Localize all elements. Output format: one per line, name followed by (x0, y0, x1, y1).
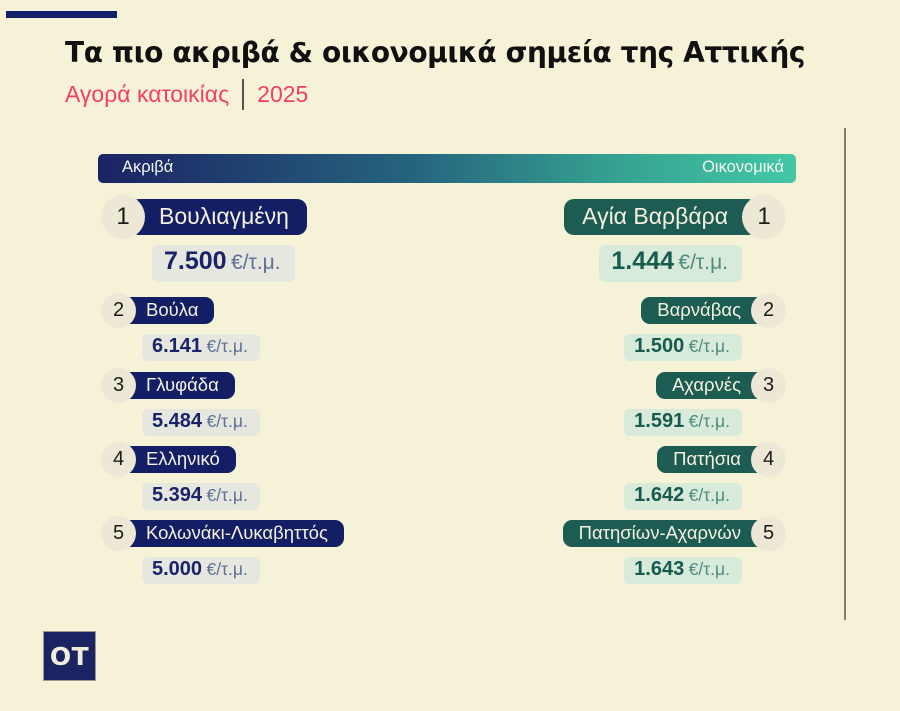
price-box: 1.642 €/τ.μ. (624, 483, 742, 510)
price-box: 1.444 €/τ.μ. (599, 245, 742, 282)
expensive-column: 1 Βουλιαγμένη 7.500 €/τ.μ. 2 Βούλα 6.141… (101, 192, 501, 592)
brand-dash (6, 11, 117, 18)
area-pill: Αχαρνές (656, 372, 767, 399)
price-unit: €/τ.μ. (231, 251, 281, 274)
price-value: 5.484 (152, 410, 203, 432)
price-unit: €/τ.μ. (206, 336, 248, 356)
ot-logo: OT (43, 631, 96, 681)
list-item-economical-4: Πατήσια 4 1.642 €/τ.μ. (624, 442, 786, 510)
price-value: 5.000 (152, 558, 203, 580)
list-item-economical-5: Πατησίων-Αχαρνών 5 1.643 €/τ.μ. (562, 516, 786, 584)
price-value: 1.444 (611, 247, 674, 275)
price-value: 1.591 (634, 410, 685, 432)
area-pill: Βαρνάβας (641, 297, 767, 324)
price-box: 5.394 €/τ.μ. (142, 483, 260, 510)
price-value: 1.643 (634, 558, 685, 580)
rank-badge: 4 (101, 442, 136, 477)
rank-badge: 5 (751, 516, 786, 551)
rank-badge: 2 (101, 293, 136, 328)
list-item-economical-2: Βαρνάβας 2 1.500 €/τ.μ. (624, 293, 786, 361)
area-pill: Γλυφάδα (120, 372, 235, 399)
area-pill: Ελληνικό (120, 446, 236, 473)
list-item-expensive-1: 1 Βουλιαγμένη 7.500 €/τ.μ. (101, 195, 307, 282)
subtitle-market: Αγορά κατοικίας (65, 81, 230, 107)
list-item-expensive-5: 5 Κολωνάκι-Λυκαβηττός 5.000 €/τ.μ. (101, 516, 344, 584)
price-box: 1.591 €/τ.μ. (624, 409, 742, 436)
rank-badge: 2 (751, 293, 786, 328)
area-pill: Κολωνάκι-Λυκαβηττός (120, 520, 344, 547)
price-box: 5.484 €/τ.μ. (142, 409, 260, 436)
price-unit: €/τ.μ. (206, 485, 248, 505)
rank-badge: 5 (101, 516, 136, 551)
price-value: 1.500 (634, 335, 685, 357)
price-box: 7.500 €/τ.μ. (152, 245, 295, 282)
price-value: 1.642 (634, 484, 685, 506)
area-pill: Πατησίων-Αχαρνών (562, 520, 767, 547)
price-unit: €/τ.μ. (688, 411, 730, 431)
price-value: 7.500 (164, 247, 227, 275)
price-value: 5.394 (152, 484, 203, 506)
legend-label-expensive: Ακριβά (122, 158, 174, 176)
list-item-expensive-4: 4 Ελληνικό 5.394 €/τ.μ. (101, 442, 260, 510)
list-item-economical-1: Αγία Βαρβάρα 1 1.444 €/τ.μ. (564, 195, 786, 282)
rank-badge: 4 (751, 442, 786, 477)
rank-badge: 1 (101, 195, 145, 239)
area-pill: Βουλιαγμένη (129, 199, 307, 235)
legend-label-economical: Οικονομικά (702, 158, 784, 176)
list-item-expensive-3: 3 Γλυφάδα 5.484 €/τ.μ. (101, 368, 260, 436)
price-unit: €/τ.μ. (688, 336, 730, 356)
price-unit: €/τ.μ. (678, 251, 728, 274)
decorative-vertical-line (844, 128, 846, 620)
price-value: 6.141 (152, 335, 203, 357)
economical-column: Αγία Βαρβάρα 1 1.444 €/τ.μ. Βαρνάβας 2 1… (386, 192, 786, 592)
list-item-economical-3: Αχαρνές 3 1.591 €/τ.μ. (624, 368, 786, 436)
subtitle-year: 2025 (257, 81, 309, 107)
price-unit: €/τ.μ. (688, 559, 730, 579)
list-item-expensive-2: 2 Βούλα 6.141 €/τ.μ. (101, 293, 260, 361)
area-pill: Πατήσια (657, 446, 767, 473)
price-box: 1.500 €/τ.μ. (624, 334, 742, 361)
price-unit: €/τ.μ. (206, 411, 248, 431)
area-pill: Αγία Βαρβάρα (564, 199, 758, 235)
price-box: 1.643 €/τ.μ. (624, 557, 742, 584)
rank-badge: 3 (751, 368, 786, 403)
price-box: 5.000 €/τ.μ. (142, 557, 260, 584)
rank-badge: 3 (101, 368, 136, 403)
rank-badge: 1 (742, 195, 786, 239)
subtitle-divider (242, 79, 245, 110)
price-unit: €/τ.μ. (206, 559, 248, 579)
page-title: Τα πιο ακριβά & οικονομικά σημεία της Ατ… (65, 36, 806, 69)
gradient-legend-bar: Ακριβά Οικονομικά (98, 154, 796, 183)
price-box: 6.141 €/τ.μ. (142, 334, 260, 361)
area-pill: Βούλα (120, 297, 215, 324)
price-unit: €/τ.μ. (688, 485, 730, 505)
subtitle: Αγορά κατοικίας 2025 (65, 79, 308, 110)
